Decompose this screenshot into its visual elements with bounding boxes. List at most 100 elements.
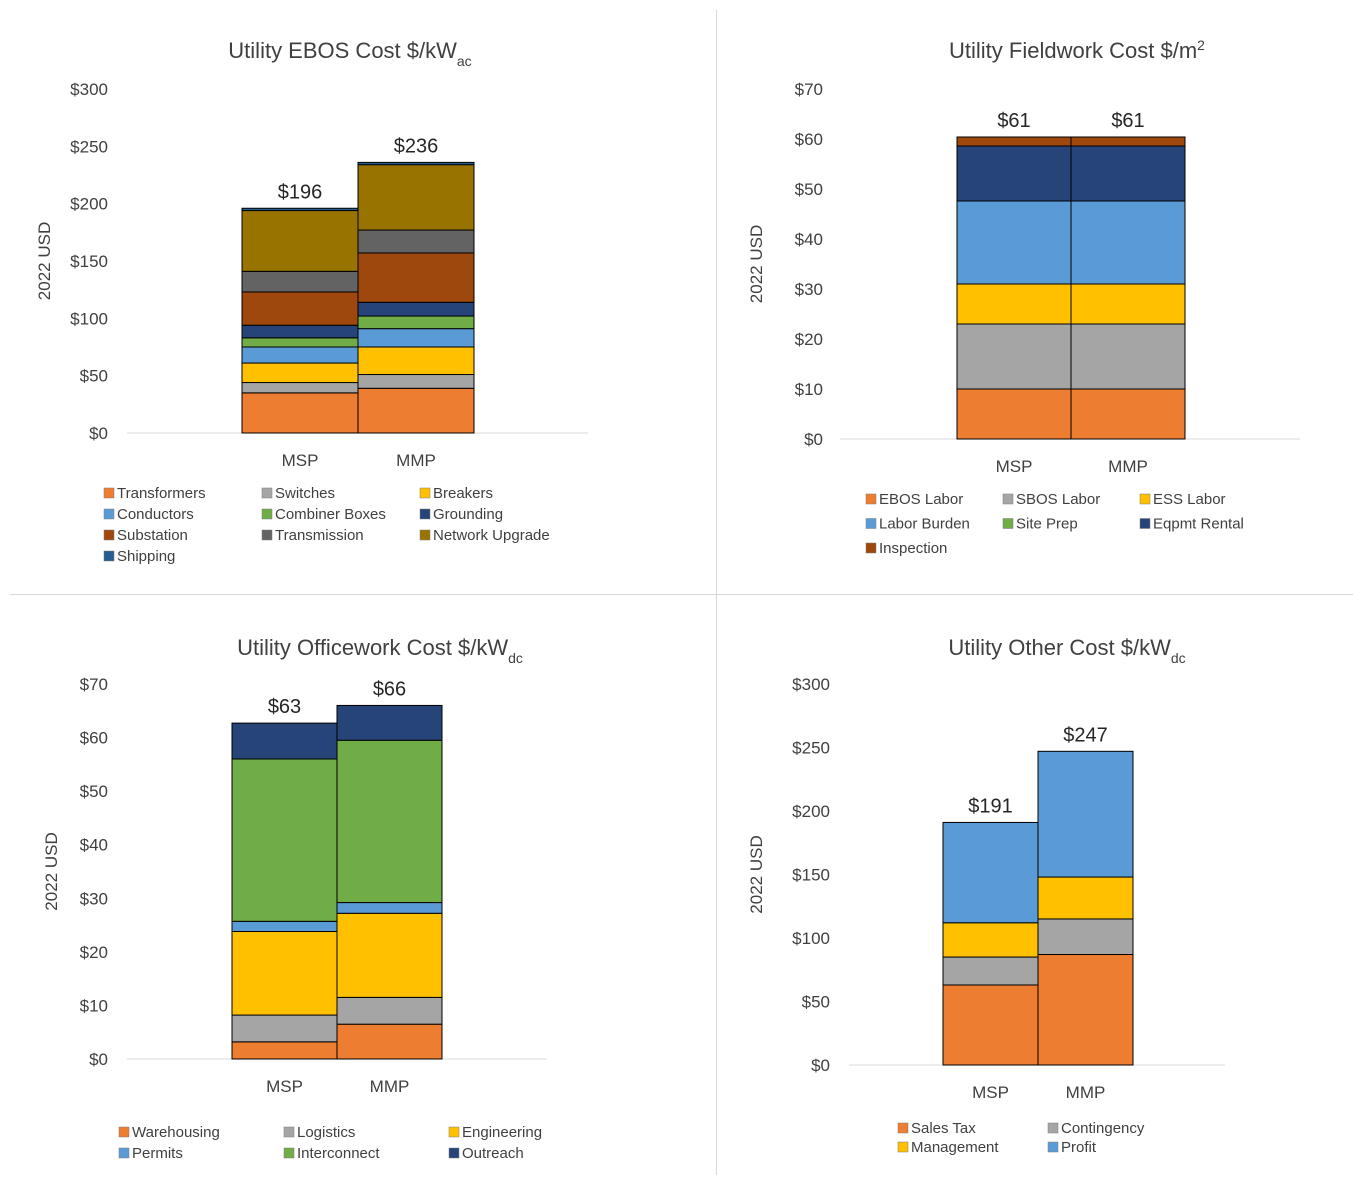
bar-segment-switches: [357, 374, 475, 389]
y-tick-label: $300: [70, 80, 108, 99]
y-axis-label: 2022 USD: [747, 225, 766, 303]
bar-segment-substation: [241, 291, 359, 326]
bar-segment-labor-burden: [956, 200, 1072, 285]
chart-title: Utility EBOS Cost $/kWac: [228, 38, 471, 69]
legend-label: Substation: [117, 527, 188, 544]
legend-swatch: [261, 487, 273, 499]
y-tick-label: $60: [80, 729, 108, 748]
chart-title: Utility Fieldwork Cost $/m2: [949, 37, 1205, 63]
bar-segment-transmission: [241, 270, 359, 293]
bar-segment-combiner-boxes: [241, 337, 359, 348]
y-tick-label: $50: [80, 782, 108, 801]
legend-swatch: [448, 1147, 460, 1159]
total-label: $247: [1063, 724, 1108, 746]
bar-segment-eqpmt-rental: [956, 145, 1072, 202]
legend-label: Profit: [1061, 1139, 1097, 1156]
y-tick-label: $50: [80, 367, 108, 386]
y-tick-label: $10: [80, 996, 108, 1015]
y-tick-label: $70: [80, 675, 108, 694]
x-category-label: MSP: [996, 457, 1033, 476]
bar-segment-interconnect: [336, 739, 443, 904]
legend-swatch: [118, 1126, 130, 1138]
y-tick-label: $150: [792, 866, 830, 885]
bar-segment-contingency: [1037, 918, 1134, 956]
y-tick-label: $70: [795, 80, 823, 99]
y-tick-label: $20: [795, 330, 823, 349]
legend-swatch: [865, 493, 877, 505]
legend-swatch: [448, 1126, 460, 1138]
legend: Warehousing Logistics Engineering Permits In…: [118, 1124, 542, 1162]
legend-label: Labor Burden: [879, 516, 970, 533]
total-label: $61: [1111, 110, 1144, 132]
bar-segment-transformers: [357, 387, 475, 434]
legend-label: Inspection: [879, 540, 947, 557]
legend-swatch: [283, 1147, 295, 1159]
bar-segment-ebos-labor: [956, 388, 1072, 440]
y-tick-label: $200: [792, 802, 830, 821]
legend-label: Eqpmt Rental: [1153, 516, 1244, 533]
total-label: $66: [373, 678, 406, 700]
y-tick-label: $300: [792, 675, 830, 694]
y-tick-label: $30: [80, 889, 108, 908]
bar-segment-warehousing: [231, 1041, 338, 1060]
legend-swatch: [897, 1122, 909, 1134]
y-tick-label: $250: [792, 739, 830, 758]
y-tick-label: $40: [80, 836, 108, 855]
chart-title: Utility Officework Cost $/kWdc: [237, 635, 523, 666]
legend-label: Combiner Boxes: [275, 506, 386, 523]
bar-segment-sales-tax: [942, 984, 1039, 1066]
total-label: $196: [278, 181, 323, 203]
chart-title: Utility Other Cost $/kWdc: [948, 635, 1185, 666]
legend-label: Logistics: [297, 1124, 355, 1141]
bar-segment-inspection: [956, 136, 1072, 147]
bar-segment-profit: [1037, 750, 1134, 878]
legend: EBOS Labor SBOS Labor ESS Labor Labor Burde…: [865, 491, 1244, 557]
bar-segment-logistics: [336, 996, 443, 1025]
chart-other: Utility Other Cost $/kWdc 2022 USD $0 $50 $1…: [747, 635, 1225, 1156]
bar-segment-warehousing: [336, 1023, 443, 1060]
total-label: $63: [268, 696, 301, 718]
legend-swatch: [261, 529, 273, 541]
bar-segment-sales-tax: [1037, 954, 1134, 1066]
bar-segment-eqpmt-rental: [1070, 145, 1186, 202]
legend-swatch: [103, 550, 115, 562]
legend-label: Contingency: [1061, 1120, 1145, 1137]
y-tick-label: $50: [802, 993, 830, 1012]
bar-segment-sbos-labor: [1070, 323, 1186, 390]
y-axis-label: 2022 USD: [42, 832, 61, 910]
bar-segment-ebos-labor: [1070, 388, 1186, 440]
bar-segment-shipping: [357, 161, 475, 166]
bar-segment-profit: [942, 821, 1039, 924]
chart-fieldwork: Utility Fieldwork Cost $/m2 2022 USD $0 $10…: [747, 37, 1300, 557]
legend-swatch: [419, 508, 431, 520]
total-label: $191: [968, 795, 1013, 817]
legend-label: Engineering: [462, 1124, 542, 1141]
y-tick-label: $100: [70, 309, 108, 328]
x-category-label: MSP: [282, 451, 319, 470]
bar-segment-logistics: [231, 1014, 338, 1043]
legend-label: Breakers: [433, 485, 493, 502]
chart-panel-fieldwork: Utility Fieldwork Cost $/m2 2022 USD $0 $10…: [717, 0, 1353, 589]
bar-segment-inspection: [1070, 136, 1186, 147]
x-category-label: MMP: [396, 451, 436, 470]
legend-label: Shipping: [117, 548, 175, 565]
total-label: $61: [997, 110, 1030, 132]
legend-label: Warehousing: [132, 1124, 220, 1141]
bar-segment-conductors: [241, 346, 359, 364]
bar-segment-permits: [336, 902, 443, 914]
x-category-label: MMP: [1066, 1083, 1106, 1102]
x-category-label: MMP: [370, 1077, 410, 1096]
bar-segment-engineering: [231, 931, 338, 1016]
bar-segment-breakers: [357, 346, 475, 376]
bar-segment-ess-labor: [956, 283, 1072, 325]
y-tick-label: $10: [795, 380, 823, 399]
legend-swatch: [118, 1147, 130, 1159]
legend-label: Interconnect: [297, 1145, 380, 1162]
y-tick-label: $0: [89, 424, 108, 443]
y-axis-label: 2022 USD: [35, 222, 54, 300]
bar-segment-sbos-labor: [956, 323, 1072, 390]
legend-swatch: [103, 508, 115, 520]
bar-segment-contingency: [942, 956, 1039, 986]
y-tick-label: $150: [70, 252, 108, 271]
bar-segment-labor-burden: [1070, 200, 1186, 285]
